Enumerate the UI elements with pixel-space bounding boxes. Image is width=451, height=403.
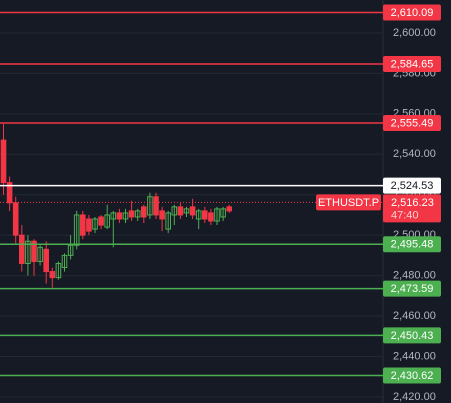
price-level-tag	[383, 55, 441, 72]
candle-body	[202, 210, 208, 220]
candle-body	[165, 212, 171, 230]
candle-body	[25, 240, 31, 264]
candle-body	[92, 218, 98, 230]
y-tick-label: 2,420.00	[393, 391, 436, 403]
candle-body	[73, 214, 80, 246]
price-level-tag	[383, 4, 441, 21]
candle-body	[208, 212, 214, 222]
candle-body	[214, 208, 220, 222]
price-level-label: 2,610.09	[391, 7, 434, 19]
candle-body	[128, 210, 135, 218]
candle-body	[104, 214, 111, 228]
price-level-label: 2,430.62	[391, 370, 434, 382]
candle-body	[110, 212, 117, 220]
candle-body	[183, 208, 190, 214]
candle-body	[31, 240, 37, 262]
current-price-label: 2,516.23	[391, 197, 434, 209]
candle-body	[12, 202, 19, 236]
candle-body	[80, 214, 86, 236]
candle-body	[0, 139, 7, 184]
current-price-tag	[383, 194, 441, 223]
y-tick-label: 2,460.00	[393, 310, 436, 322]
candle-body	[177, 206, 184, 216]
candle-body	[159, 210, 165, 220]
candle-body	[67, 244, 74, 256]
price-level-label: 2,450.43	[391, 330, 434, 342]
candle-body	[147, 196, 153, 216]
candle-body	[43, 248, 50, 273]
candle-body	[49, 271, 56, 279]
price-level-label: 2,473.59	[391, 283, 434, 295]
price-level-tag	[383, 236, 441, 253]
candle-body	[153, 196, 159, 216]
candle-body	[37, 246, 43, 262]
candle-body	[141, 206, 147, 218]
countdown-label: 47:40	[391, 209, 419, 221]
symbol-label: ETHUSDT.P	[318, 197, 379, 209]
y-tick-label: 2,540.00	[393, 148, 436, 160]
candle-body	[134, 210, 141, 218]
price-level-tag	[383, 327, 441, 344]
y-tick-label: 2,600.00	[393, 27, 436, 39]
price-level-tag	[383, 280, 441, 297]
y-tick-label: 2,440.00	[393, 350, 436, 362]
candle-body	[220, 208, 226, 218]
price-level-tag	[383, 367, 441, 384]
price-level-tag	[383, 114, 441, 131]
candle-body	[171, 206, 178, 216]
candle-body	[19, 234, 25, 264]
candle-body	[189, 206, 196, 216]
price-level-label: 2,555.49	[391, 117, 434, 129]
candle-body	[122, 212, 129, 220]
price-level-tag	[383, 177, 441, 194]
candle-body	[195, 210, 202, 220]
candle-body	[98, 216, 104, 226]
candle-body	[226, 206, 232, 212]
y-tick-label: 2,480.00	[393, 270, 436, 282]
candle-body	[116, 212, 123, 220]
symbol-tag	[316, 194, 381, 211]
price-level-label: 2,524.53	[391, 180, 434, 192]
price-level-label: 2,584.65	[391, 58, 434, 70]
candle-body	[55, 262, 62, 279]
candle-body	[61, 254, 68, 269]
price-level-label: 2,495.48	[391, 239, 434, 251]
candle-body	[86, 218, 92, 232]
